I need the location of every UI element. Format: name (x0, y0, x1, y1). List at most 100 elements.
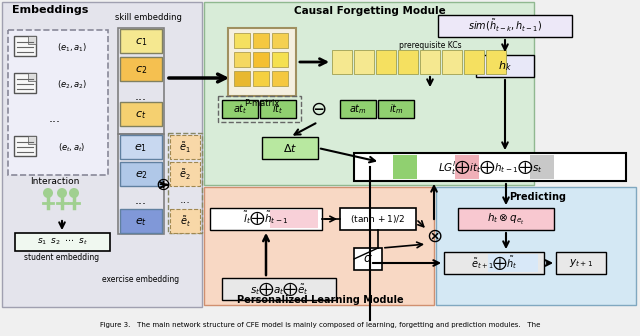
Bar (228, 28, 296, 96)
Text: $LG_t^l \bigoplus it_t \bigoplus h_{t-1} \bigoplus s_t$: $LG_t^l \bigoplus it_t \bigoplus h_{t-1}… (438, 158, 543, 176)
Bar (120, 162, 162, 186)
Bar (340, 100, 376, 118)
Bar (14, 73, 36, 93)
Text: $h_k$: $h_k$ (498, 59, 512, 73)
Text: $s_t \bigoplus a_t \bigoplus \tilde{e}_t$: $s_t \bigoplus a_t \bigoplus \tilde{e}_t… (250, 280, 308, 298)
Bar (120, 102, 162, 126)
Text: $at_t$: $at_t$ (233, 102, 247, 116)
Text: $\sigma$: $\sigma$ (363, 252, 373, 265)
Bar (378, 100, 414, 118)
Bar (2, 2, 202, 307)
Text: $e_1$: $e_1$ (134, 142, 148, 154)
Bar (438, 15, 572, 37)
Bar (476, 55, 534, 77)
Text: $(e_t,a_t)$: $(e_t,a_t)$ (58, 142, 86, 154)
Text: P-matrix: P-matrix (244, 99, 280, 109)
Bar (120, 57, 162, 81)
Text: ...: ... (135, 89, 147, 102)
Bar (530, 155, 554, 179)
Bar (556, 252, 606, 274)
Bar (272, 52, 288, 67)
Bar (442, 50, 462, 74)
Bar (253, 52, 269, 67)
Text: $\tilde{l}_t \bigoplus \tilde{h}_{t-1}$: $\tilde{l}_t \bigoplus \tilde{h}_{t-1}$ (243, 210, 289, 228)
Text: $e_t$: $e_t$ (135, 216, 147, 228)
Circle shape (57, 188, 67, 198)
Bar (170, 162, 200, 186)
Bar (332, 50, 352, 74)
Text: $it_m$: $it_m$ (388, 102, 403, 116)
Text: $at_m$: $at_m$ (349, 102, 367, 116)
Bar (253, 71, 269, 86)
Bar (210, 208, 322, 230)
Bar (488, 254, 538, 272)
Text: ...: ... (135, 194, 147, 207)
Bar (354, 50, 374, 74)
Text: $(e_2,a_2)$: $(e_2,a_2)$ (57, 79, 87, 91)
Text: $c_1$: $c_1$ (135, 36, 147, 48)
Text: $s_1 \;\; s_2 \;\; \cdots \;\; s_t$: $s_1 \;\; s_2 \;\; \cdots \;\; s_t$ (36, 237, 88, 247)
Text: $c_2$: $c_2$ (135, 64, 147, 76)
Bar (464, 50, 484, 74)
Text: $\tilde{e}_2$: $\tilde{e}_2$ (179, 168, 191, 182)
Bar (234, 71, 250, 86)
Text: prerequisite KCs: prerequisite KCs (399, 41, 461, 49)
Text: Predicting: Predicting (509, 192, 566, 202)
Bar (28, 36, 36, 44)
Bar (234, 52, 250, 67)
Text: $sim(\tilde{h}_{t-k}, h_{t-1})$: $sim(\tilde{h}_{t-k}, h_{t-1})$ (468, 18, 542, 34)
Text: ...: ... (180, 195, 191, 205)
Text: $\tilde{e}_1$: $\tilde{e}_1$ (179, 141, 191, 155)
Bar (8, 30, 108, 175)
Text: $\otimes$: $\otimes$ (426, 226, 442, 246)
Bar (118, 28, 164, 134)
Bar (270, 210, 318, 228)
Bar (28, 136, 36, 144)
Bar (15, 233, 110, 251)
Bar (14, 136, 36, 156)
Text: $e_2$: $e_2$ (134, 169, 147, 181)
Text: $h_t \otimes q_{e_t}$: $h_t \otimes q_{e_t}$ (487, 211, 525, 226)
Circle shape (69, 188, 79, 198)
Text: Embeddings: Embeddings (12, 5, 88, 15)
Bar (262, 137, 318, 159)
Bar (118, 134, 164, 234)
Bar (14, 36, 36, 56)
Bar (204, 187, 434, 305)
Bar (170, 135, 200, 159)
Bar (272, 33, 288, 48)
Text: ...: ... (49, 112, 61, 125)
Bar (218, 96, 301, 122)
Text: student embedding: student embedding (24, 253, 100, 262)
Bar (28, 73, 36, 81)
Bar (260, 100, 296, 118)
Bar (272, 71, 288, 86)
Bar (376, 50, 396, 74)
Bar (222, 100, 258, 118)
Bar (120, 209, 162, 233)
Bar (486, 50, 506, 74)
Text: $\tilde{e}_t$: $\tilde{e}_t$ (179, 215, 191, 229)
Bar (398, 50, 418, 74)
Text: Interaction: Interaction (30, 177, 80, 186)
Text: skill embedding: skill embedding (115, 13, 181, 23)
Text: $c_t$: $c_t$ (135, 109, 147, 121)
Bar (222, 278, 336, 300)
Text: $(e_1,a_1)$: $(e_1,a_1)$ (57, 42, 87, 54)
Bar (354, 248, 382, 270)
Bar (253, 33, 269, 48)
Text: $y_{t+1}$: $y_{t+1}$ (569, 257, 593, 269)
Text: $\tilde{e}_{t+1} \bigoplus \tilde{h}_t$: $\tilde{e}_{t+1} \bigoplus \tilde{h}_t$ (470, 254, 517, 272)
Bar (204, 2, 534, 185)
Bar (120, 135, 162, 159)
Text: $\ominus$: $\ominus$ (310, 99, 326, 119)
Bar (393, 155, 417, 179)
Text: $\Delta t$: $\Delta t$ (283, 142, 297, 154)
Bar (458, 208, 554, 230)
Bar (168, 133, 202, 233)
Text: Personalized Learning Module: Personalized Learning Module (237, 295, 403, 305)
Text: Figure 3.   The main network structure of CFE model is mainly composed of learni: Figure 3. The main network structure of … (100, 322, 540, 328)
Bar (234, 33, 250, 48)
Text: $\oplus$: $\oplus$ (156, 176, 171, 194)
Bar (120, 29, 162, 53)
